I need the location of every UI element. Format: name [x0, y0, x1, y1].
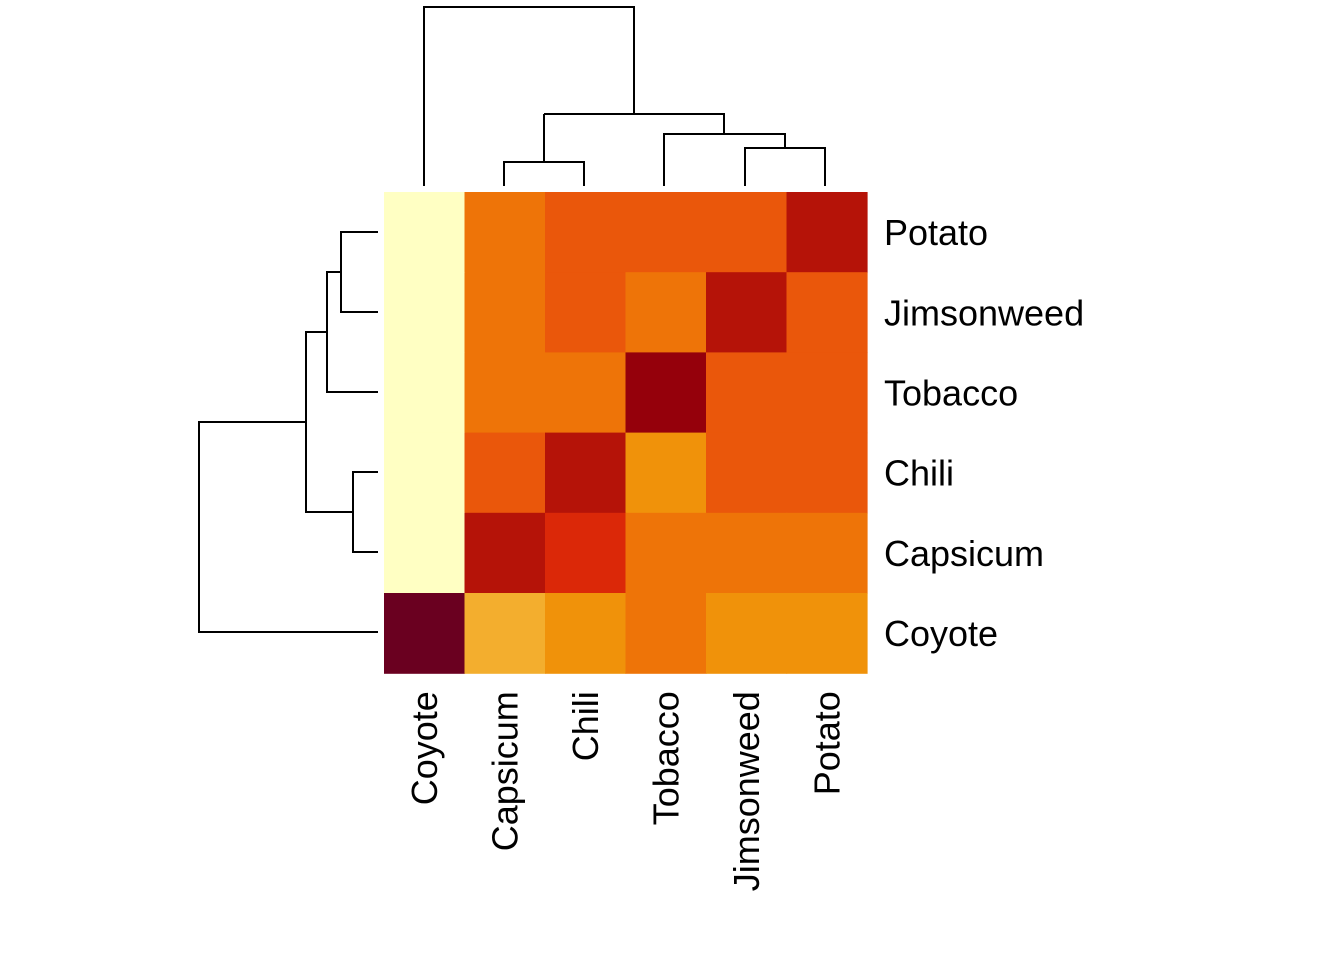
dendrogram-branch — [544, 113, 725, 135]
heatmap-cell — [625, 352, 707, 434]
heatmap-cell — [706, 512, 788, 594]
heatmap-cell — [706, 352, 788, 434]
dendrogram-branch — [340, 231, 378, 313]
heatmap-cell — [786, 512, 868, 594]
dendrogram-branch — [663, 133, 786, 186]
heatmap-cell — [545, 593, 627, 674]
heatmap-cell — [706, 192, 788, 273]
row-label: Tobacco — [884, 373, 1018, 414]
heatmap-cell — [545, 432, 627, 514]
heatmap-cell — [464, 272, 546, 353]
heatmap-cell — [786, 272, 868, 353]
heatmap-cell — [545, 512, 627, 594]
heatmap-cell — [384, 432, 466, 514]
row-label: Coyote — [884, 613, 998, 654]
column-label: Coyote — [404, 691, 445, 805]
column-label: Chili — [565, 691, 606, 761]
heatmap-cell — [464, 432, 546, 514]
heatmap-cell — [545, 352, 627, 434]
heatmap-cell — [545, 192, 627, 273]
dendrogram-branch — [744, 147, 826, 186]
heatmap-cell — [706, 272, 788, 353]
heatmap-cell — [786, 352, 868, 434]
heatmap-cell — [786, 432, 868, 514]
heatmap-cell — [384, 352, 466, 434]
heatmap-cells — [384, 192, 868, 674]
column-label: Potato — [807, 691, 848, 795]
row-labels: Potato Jimsonweed Tobacco Chili Capsicum Coyo… — [884, 212, 1084, 654]
heatmap-cell — [706, 432, 788, 514]
column-dendrogram — [423, 6, 826, 186]
heatmap-cell — [706, 593, 788, 674]
heatmap-cell — [625, 432, 707, 514]
heatmap-cell — [384, 192, 466, 273]
heatmap-cell — [464, 512, 546, 594]
heatmap-cell — [625, 512, 707, 594]
heatmap-cell — [786, 593, 868, 674]
row-label: Capsicum — [884, 533, 1044, 574]
dendrogram-branch — [305, 331, 353, 513]
dendrogram-branch — [326, 271, 378, 393]
heatmap-cell — [786, 192, 868, 273]
heatmap-cell — [625, 272, 707, 353]
column-label: Capsicum — [485, 691, 526, 851]
heatmap-cell — [625, 593, 707, 674]
row-dendrogram — [198, 231, 378, 633]
column-label: Jimsonweed — [726, 691, 767, 891]
heatmap-cell — [384, 272, 466, 353]
dendrogram-branch — [503, 161, 585, 186]
heatmap-cell — [464, 352, 546, 434]
row-label: Potato — [884, 212, 988, 253]
column-labels: Coyote Capsicum Chili Tobacco Jimsonweed Pota… — [404, 691, 848, 891]
dendrogram-branch — [352, 471, 378, 553]
row-label: Chili — [884, 453, 954, 494]
column-label: Tobacco — [646, 691, 687, 825]
row-label: Jimsonweed — [884, 292, 1084, 333]
heatmap-cell — [625, 192, 707, 273]
heatmap-cell — [384, 512, 466, 594]
heatmap-cell — [464, 192, 546, 273]
heatmap-cell — [464, 593, 546, 674]
heatmap-cell — [384, 593, 466, 674]
heatmap-cell — [545, 272, 627, 353]
dendrogram-branch — [423, 6, 635, 186]
dendrogram-branch — [198, 421, 378, 633]
